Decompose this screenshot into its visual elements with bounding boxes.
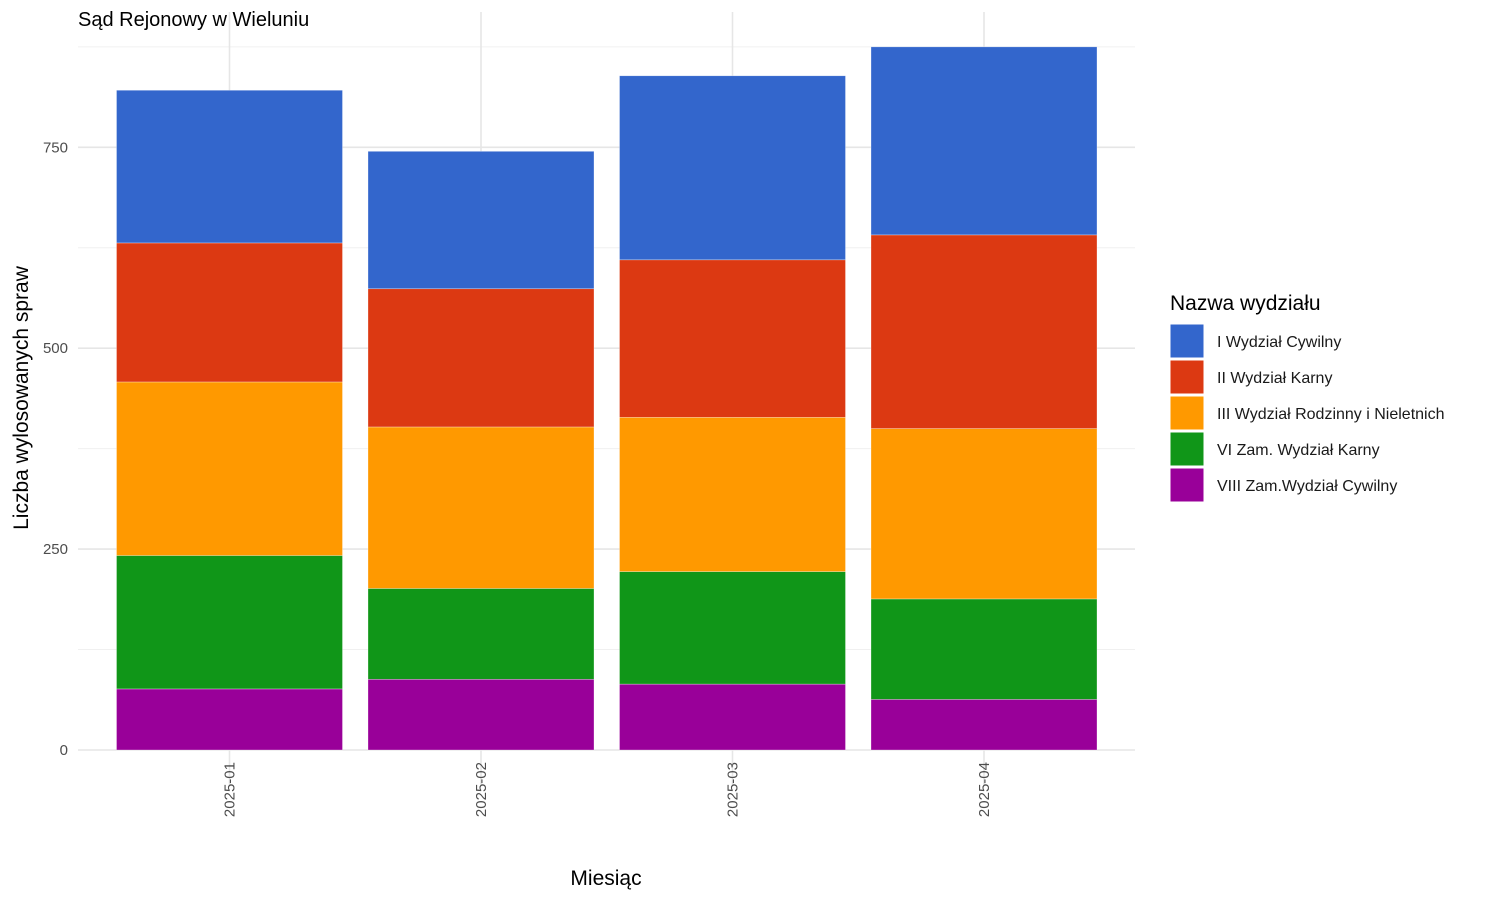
bar-segment: [870, 428, 1098, 600]
bar-segment: [367, 588, 595, 680]
legend-item: I Wydział Cywilny: [1169, 323, 1341, 359]
legend-item: III Wydział Rodzinny i Nieletnich: [1169, 395, 1445, 431]
bar-segment: [116, 555, 343, 690]
bar-segment: [870, 46, 1098, 236]
bar-segment: [870, 699, 1098, 751]
bar-segment: [116, 89, 343, 244]
chart-title: Sąd Rejonowy w Wieluniu: [78, 9, 309, 31]
legend-swatch: [1169, 395, 1205, 431]
x-axis-title: Miesiąc: [570, 867, 641, 890]
y-tick-label: 250: [43, 541, 68, 558]
bar-segment: [619, 683, 846, 751]
x-axis-ticks: 2025-01 2025-02 2025-03 2025-04: [222, 762, 994, 817]
bar-segment: [619, 259, 846, 418]
legend-swatch: [1169, 323, 1205, 359]
bar-segment: [367, 426, 595, 589]
y-tick-label: 0: [60, 742, 68, 759]
bar-segment: [870, 234, 1098, 429]
legend-swatch: [1169, 467, 1205, 503]
bars: [116, 46, 1098, 751]
bar-segment: [870, 598, 1098, 700]
x-tick-label: 2025-04: [976, 762, 993, 817]
legend-label: III Wydział Rodzinny i Nieletnich: [1217, 406, 1445, 423]
bar-segment: [367, 151, 595, 290]
legend-item: VI Zam. Wydział Karny: [1169, 431, 1380, 467]
bar-segment: [116, 688, 343, 751]
legend-swatch: [1169, 359, 1205, 395]
x-tick-label: 2025-01: [222, 762, 239, 817]
y-tick-label: 750: [43, 139, 68, 156]
bar-segment: [619, 75, 846, 261]
legend: Nazwa wydziału I Wydział Cywilny II Wydzi…: [1169, 292, 1445, 503]
bar-segment: [116, 242, 343, 383]
y-axis-title: Liczba wylosowanych spraw: [10, 265, 33, 530]
legend-item: II Wydział Karny: [1169, 359, 1332, 395]
x-tick-label: 2025-02: [473, 762, 490, 817]
legend-item: VIII Zam.Wydział Cywilny: [1169, 467, 1397, 503]
legend-title: Nazwa wydziału: [1170, 292, 1321, 315]
legend-label: I Wydział Cywilny: [1217, 334, 1341, 351]
legend-label: VIII Zam.Wydział Cywilny: [1217, 478, 1397, 495]
bar-segment: [619, 417, 846, 572]
x-tick-label: 2025-03: [725, 762, 742, 817]
bar-segment: [619, 571, 846, 685]
bar-segment: [116, 381, 343, 556]
bar-segment: [367, 288, 595, 428]
legend-label: VI Zam. Wydział Karny: [1217, 442, 1380, 459]
bar-segment: [367, 678, 595, 751]
y-tick-label: 500: [43, 340, 68, 357]
y-axis-ticks: 0 250 500 750: [43, 139, 68, 759]
legend-swatch: [1169, 431, 1205, 467]
legend-label: II Wydział Karny: [1217, 370, 1332, 387]
